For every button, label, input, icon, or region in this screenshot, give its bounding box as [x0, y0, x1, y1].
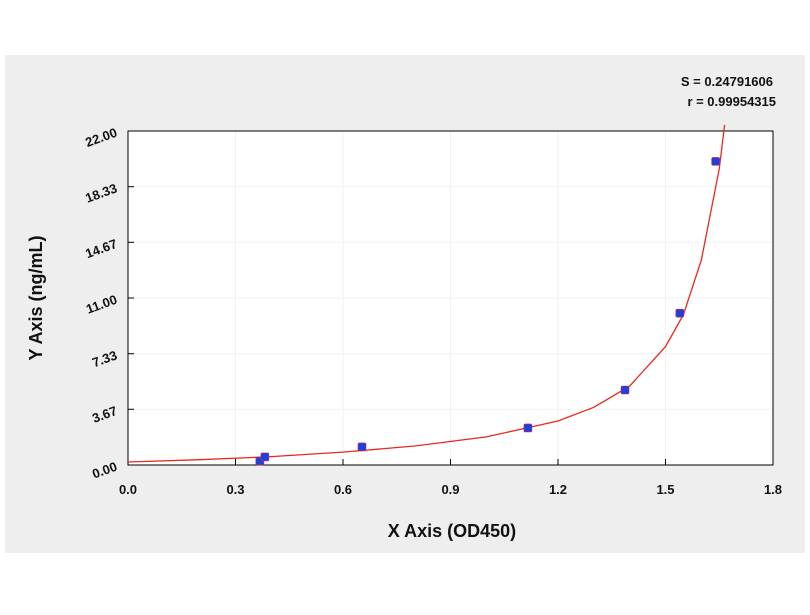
data-point	[523, 423, 533, 433]
data-point	[711, 157, 720, 166]
data-point	[620, 385, 630, 395]
data-point	[260, 452, 270, 462]
x-tick-label: 1.8	[764, 482, 782, 497]
y-axis-title: Y Axis (ng/mL)	[26, 235, 46, 360]
x-tick-label: 0.3	[226, 482, 244, 497]
data-point	[675, 308, 685, 318]
x-tick-label: 1.5	[656, 482, 674, 497]
x-tick-label: 1.2	[549, 482, 567, 497]
data-point	[357, 442, 367, 452]
x-axis-title: X Axis (OD450)	[388, 521, 516, 541]
x-tick-label: 0.6	[334, 482, 352, 497]
x-tick-label: 0.0	[119, 482, 137, 497]
annotation: r = 0.99954315	[687, 94, 776, 109]
x-tick-label: 0.9	[441, 482, 459, 497]
annotation: S = 0.24791606	[681, 74, 773, 89]
fit-curve	[127, 124, 726, 463]
